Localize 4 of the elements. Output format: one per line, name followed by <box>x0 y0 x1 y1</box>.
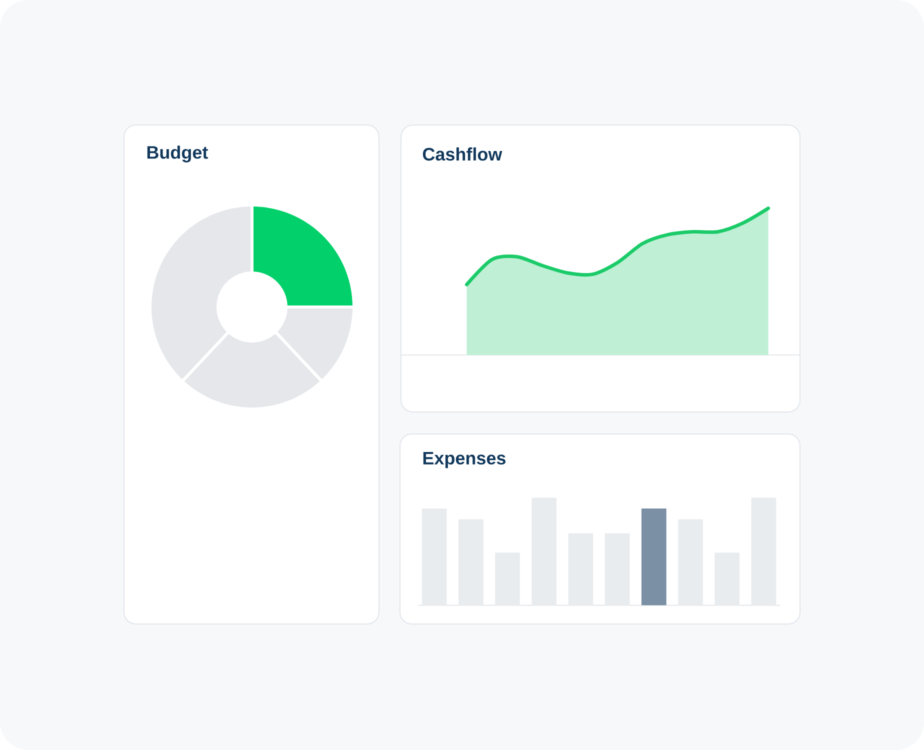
chart-title: Budget <box>147 146 208 162</box>
chart-title: Expenses <box>423 452 506 468</box>
bar <box>641 508 666 606</box>
chart-title: Cashflow <box>422 147 502 161</box>
